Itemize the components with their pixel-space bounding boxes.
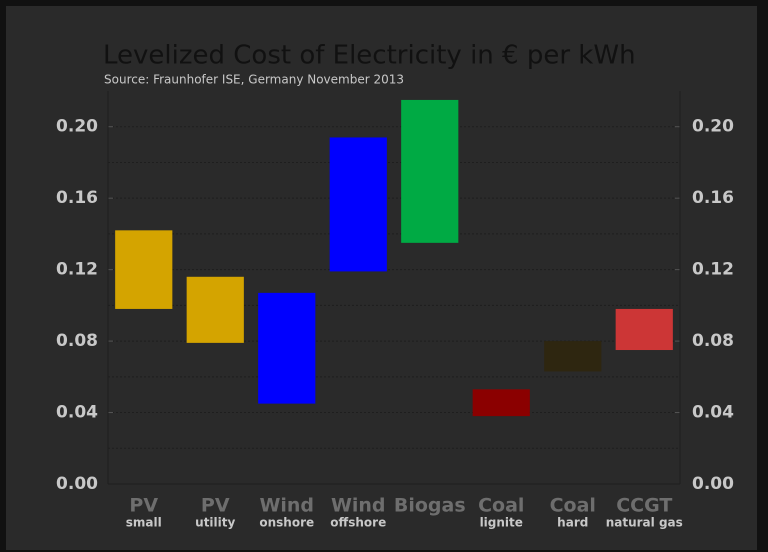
chart-subtitle: Source: Fraunhofer ISE, Germany November… xyxy=(104,73,404,87)
x-tick-label: CCGT xyxy=(616,495,672,517)
y-tick-label: 0.16 xyxy=(56,188,98,208)
y2-tick-label: 0.16 xyxy=(692,188,734,208)
y-tick-label: 0.20 xyxy=(56,117,98,137)
chart-title: Levelized Cost of Electricity in € per k… xyxy=(103,41,636,71)
y2-tick-label: 0.00 xyxy=(692,474,734,494)
y2-tick-label: 0.20 xyxy=(692,117,734,137)
y-tick-label: 0.08 xyxy=(56,331,98,351)
x-tick-label: Biogas xyxy=(394,495,466,517)
y-tick-label: 0.12 xyxy=(56,260,98,280)
x-tick-label: Wind xyxy=(331,495,386,517)
bar xyxy=(615,308,673,351)
x-tick-label: PV xyxy=(129,495,158,517)
bar xyxy=(544,341,602,372)
bar xyxy=(401,99,459,243)
y2-tick-label: 0.04 xyxy=(692,403,734,423)
bar xyxy=(258,292,316,404)
x-tick-sublabel: hard xyxy=(557,516,588,530)
bar xyxy=(186,276,244,343)
x-tick-label: Wind xyxy=(259,495,314,517)
x-tick-sublabel: natural gas xyxy=(606,516,683,530)
x-tick-sublabel: offshore xyxy=(330,516,386,530)
bar xyxy=(472,389,530,417)
x-tick-label: PV xyxy=(201,495,230,517)
bar xyxy=(329,137,387,272)
x-tick-sublabel: utility xyxy=(195,516,235,530)
x-tick-label: Coal xyxy=(478,495,524,517)
y-tick-label: 0.00 xyxy=(56,474,98,494)
y2-tick-label: 0.12 xyxy=(692,260,734,280)
x-tick-sublabel: small xyxy=(126,516,162,530)
x-tick-label: Coal xyxy=(550,495,596,517)
x-tick-sublabel: onshore xyxy=(259,516,314,530)
bar xyxy=(115,230,173,309)
x-tick-sublabel: lignite xyxy=(480,516,523,530)
y2-tick-label: 0.08 xyxy=(692,331,734,351)
y-tick-label: 0.04 xyxy=(56,403,98,423)
